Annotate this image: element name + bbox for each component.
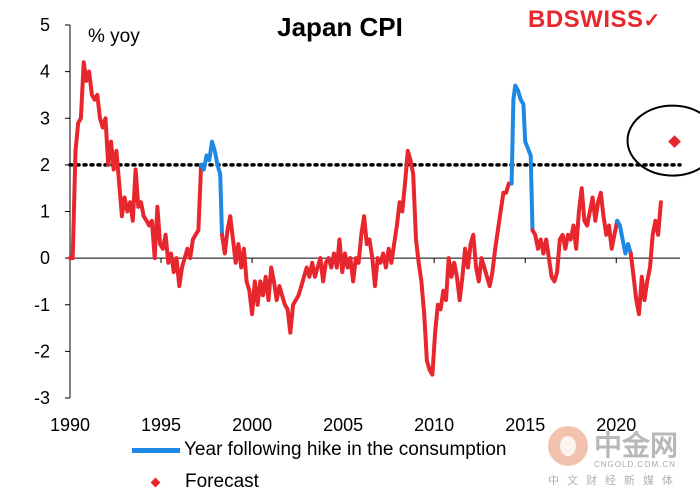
legend-forecast-label: Forecast: [185, 471, 259, 492]
y-tick-label: 2: [40, 155, 50, 175]
brand-text: BDSWISS: [528, 6, 644, 33]
x-tick-label: 2015: [505, 415, 545, 435]
unit-label: % yoy: [88, 26, 140, 47]
watermark-subtitle: 中文财经新媒体: [548, 475, 681, 487]
cpi-series-line: [530, 186, 620, 284]
x-tick-label: 2010: [414, 415, 454, 435]
legend-item-forecast: Forecast: [132, 466, 507, 498]
cpi-series-line: [628, 200, 663, 317]
x-tick-label: 2020: [596, 415, 636, 435]
y-tick-label: 4: [40, 62, 50, 82]
check-mark-icon: ✓: [643, 10, 661, 32]
hike-series-line: [509, 83, 535, 233]
x-tick-label: 2005: [323, 415, 363, 435]
legend-diamond-swatch: [150, 477, 161, 487]
y-tick-label: 1: [40, 202, 50, 222]
forecast-highlight-circle: [626, 104, 700, 177]
y-tick-label: 0: [40, 248, 50, 268]
cpi-series-line: [68, 60, 204, 289]
hike-series-line: [615, 218, 633, 256]
cngold-logo-icon: [548, 426, 588, 466]
watermark-name: 中金网: [594, 430, 679, 461]
bdswiss-logo: BDSWISS✓: [528, 6, 661, 34]
legend-line-swatch: [132, 447, 180, 453]
x-tick-label: 2000: [232, 415, 272, 435]
forecast-point: [668, 135, 681, 148]
legend-item-hike: Year following hike in the consumption: [132, 434, 507, 466]
y-tick-label: -2: [34, 341, 50, 361]
y-tick-label: -3: [34, 388, 50, 408]
y-tick-label: 5: [40, 15, 50, 35]
legend-hike-label: Year following hike in the consumption: [184, 439, 507, 460]
x-tick-label: 1990: [50, 415, 90, 435]
y-tick-label: 3: [40, 108, 50, 128]
cpi-series-line: [220, 148, 514, 377]
x-tick-label: 1995: [141, 415, 181, 435]
cngold-watermark: 中金网 CNGOLD.COM.CN 中文财经新媒体: [548, 420, 698, 492]
watermark-url: CNGOLD.COM.CN: [594, 460, 676, 469]
y-tick-label: -1: [34, 295, 50, 315]
hike-series-line: [199, 139, 224, 237]
chart-title: Japan CPI: [277, 12, 403, 42]
chart-legend: Year following hike in the consumption F…: [132, 434, 507, 498]
